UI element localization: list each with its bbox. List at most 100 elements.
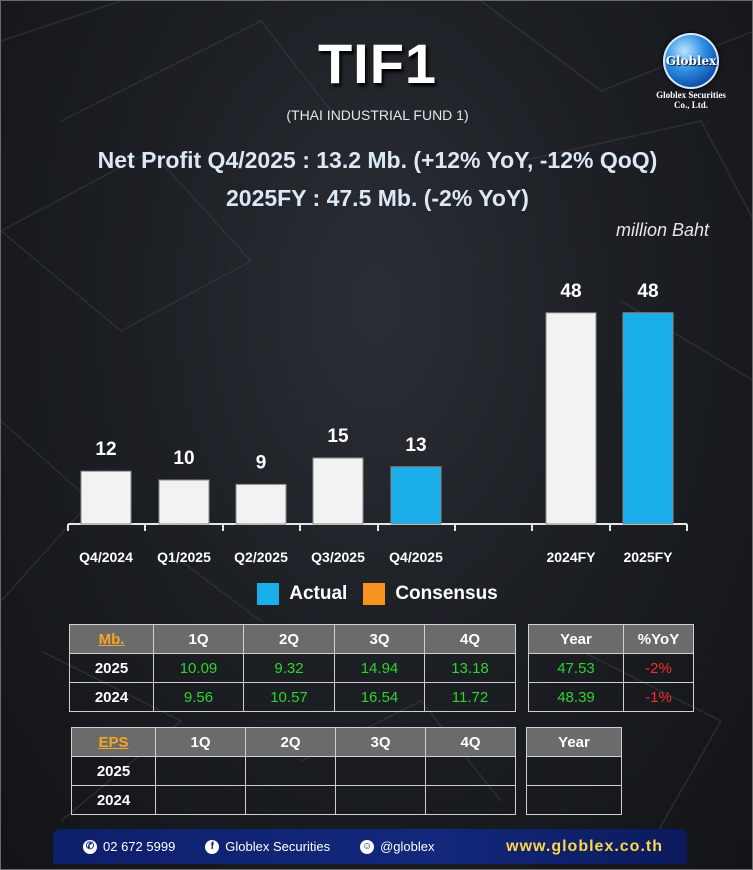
net-profit-bar-chart: 12 Q4/2024 10 Q1/2025 9 Q2/2025 15 Q3/2025 13 Q4/… [67, 281, 688, 565]
table-cell [526, 785, 622, 815]
x-tick-label: Q2/2025 [234, 549, 288, 565]
table-cell [425, 785, 516, 815]
column-header: Year [526, 727, 622, 757]
facebook-icon: f [205, 839, 220, 854]
table-cell: 14.94 [334, 653, 425, 683]
line-icon: ☺ [360, 839, 375, 854]
column-header: 2Q [245, 727, 336, 757]
row-label: 2024 [71, 785, 156, 815]
row-label: 2024 [69, 682, 154, 712]
bar-2025fy [622, 312, 674, 525]
data-label: 9 [256, 452, 267, 473]
column-header: 1Q [153, 624, 244, 654]
table-cell: 16.54 [334, 682, 425, 712]
data-label: 10 [173, 448, 194, 469]
column-header: 2Q [243, 624, 335, 654]
website-link[interactable]: www.globlex.co.th [506, 837, 663, 855]
footer-line[interactable]: ☺ @globlex [360, 839, 434, 854]
bar-q4-2025 [390, 466, 442, 525]
profit-year-table: Year %YoY 47.53 -2% 48.39 -1% [528, 624, 694, 712]
table-row: 2024 [71, 785, 516, 815]
footer-facebook-text: Globlex Securities [225, 839, 331, 854]
bar-q2-2025 [235, 483, 287, 525]
column-header: 4Q [425, 727, 516, 757]
table-row [526, 785, 622, 815]
legend-label-consensus: Consensus [395, 583, 498, 604]
data-label: 48 [637, 281, 658, 302]
footer-facebook[interactable]: f Globlex Securities [205, 839, 330, 854]
table-cell: 13.18 [424, 653, 516, 683]
table-cell [526, 756, 622, 786]
profit-quarter-table: Mb. 1Q 2Q 3Q 4Q 2025 10.09 9.32 14.94 13… [69, 624, 516, 712]
column-header: %YoY [623, 624, 694, 654]
headline-quarter: Net Profit Q4/2025 : 13.2 Mb. (+12% YoY,… [97, 147, 658, 173]
footer-phone[interactable]: ✆ 02 672 5999 [83, 839, 175, 854]
table-cell [245, 756, 336, 786]
table-header-row: Year %YoY [528, 624, 694, 654]
bar-q3-2025 [312, 457, 364, 525]
table-cell: 9.56 [153, 682, 244, 712]
table-cell: 10.09 [153, 653, 244, 683]
table-cell: 10.57 [243, 682, 335, 712]
table-cell: 11.72 [424, 682, 516, 712]
table-cell [425, 756, 516, 786]
table-header-row: Mb. 1Q 2Q 3Q 4Q [69, 624, 516, 654]
table-cell [245, 785, 336, 815]
x-tick-label: Q4/2024 [79, 549, 133, 565]
row-label: 2025 [71, 756, 156, 786]
x-tick-label: 2024FY [546, 549, 596, 565]
table-header-row: EPS 1Q 2Q 3Q 4Q [71, 727, 516, 757]
row-label: 2025 [69, 653, 154, 683]
data-label: 13 [405, 435, 426, 456]
table-cell: 47.53 [528, 653, 624, 683]
bar-group: 12 Q4/2024 10 Q1/2025 9 Q2/2025 15 Q3/2025 13 Q4/… [67, 281, 688, 565]
x-tick-label: 2025FY [623, 549, 673, 565]
eps-year-table: Year [526, 727, 622, 815]
footer-line-text: @globlex [380, 839, 435, 854]
unit-label: million Baht [615, 220, 709, 240]
x-tick-label: Q3/2025 [311, 549, 365, 565]
table-cell [155, 785, 246, 815]
phone-icon: ✆ [83, 839, 97, 854]
column-header: 3Q [334, 624, 425, 654]
table-row: 2025 [71, 756, 516, 786]
logo-company-name: Globlex Securities Co., Ltd. [656, 90, 726, 110]
x-tick-label: Q4/2025 [389, 549, 443, 565]
table-cell: 48.39 [528, 682, 624, 712]
table-header-row: Year [526, 727, 622, 757]
legend-item-actual: Actual [257, 583, 347, 605]
table-row: 2024 9.56 10.57 16.54 11.72 [69, 682, 516, 712]
legend-swatch-actual [257, 583, 280, 605]
contact-footer: ✆ 02 672 5999 f Globlex Securities ☺ @gl… [53, 829, 687, 864]
table-cell [335, 785, 426, 815]
chart-legend: Actual Consensus [1, 583, 752, 605]
bar-q1-2025 [158, 479, 210, 525]
globe-icon: Globlex [663, 33, 719, 89]
fund-name: (THAI INDUSTRIAL FUND 1) [286, 107, 469, 123]
data-label: 15 [327, 426, 349, 447]
globlex-logo: Globlex Globlex Securities Co., Ltd. [649, 33, 733, 111]
logo-word: Globlex [665, 54, 717, 68]
headline-full-year: 2025FY : 47.5 Mb. (-2% YoY) [226, 185, 529, 211]
table-row: 2025 10.09 9.32 14.94 13.18 [69, 653, 516, 683]
table-corner-mb: Mb. [69, 624, 154, 654]
bar-2024fy [545, 312, 597, 525]
legend-swatch-consensus [363, 583, 386, 605]
table-row [526, 756, 622, 786]
table-cell: 9.32 [243, 653, 335, 683]
table-cell [155, 756, 246, 786]
column-header: 1Q [155, 727, 246, 757]
column-header: 3Q [335, 727, 426, 757]
ticker-title: TIF1 [317, 32, 438, 95]
table-corner-eps: EPS [71, 727, 156, 757]
column-header: 4Q [424, 624, 516, 654]
table-cell: -2% [623, 653, 694, 683]
x-tick-label: Q1/2025 [157, 549, 211, 565]
data-label: 12 [95, 439, 116, 460]
table-row: 47.53 -2% [528, 653, 694, 683]
column-header: Year [528, 624, 624, 654]
bar-q4-2024 [80, 470, 132, 525]
table-cell: -1% [623, 682, 694, 712]
legend-label-actual: Actual [289, 583, 348, 604]
